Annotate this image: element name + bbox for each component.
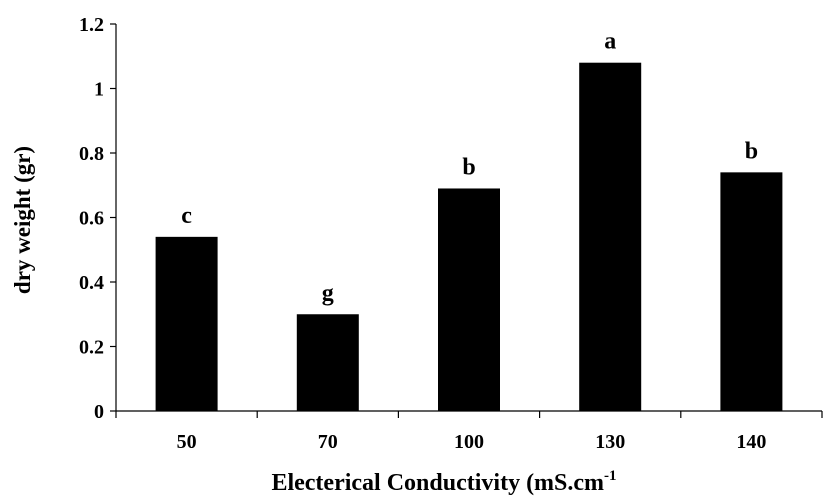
x-tick-label: 50 <box>177 431 197 453</box>
x-tick-label: 100 <box>454 431 484 453</box>
bar-labels: c g b a b <box>181 29 758 307</box>
x-axis-title: Electerical Conductivity (mS.cm-1 <box>271 468 616 496</box>
y-axis-title: dry weight (gr) <box>10 146 35 294</box>
bar-label-130: a <box>604 29 616 55</box>
bar-label-140: b <box>745 138 758 164</box>
bar-130 <box>579 62 642 411</box>
bar-50 <box>155 236 218 411</box>
y-axis: 0 0.2 0.4 0.6 0.8 1 1.2 <box>79 14 117 423</box>
x-axis: 50 70 100 130 140 <box>115 410 823 453</box>
y-tick-label: 0 <box>94 401 104 423</box>
bar-label-70: g <box>322 280 334 306</box>
x-axis-title-text: Electerical Conductivity (mS.cm <box>271 470 604 496</box>
bar-140 <box>720 172 783 411</box>
x-tick-label: 140 <box>736 431 766 453</box>
bar-label-100: b <box>462 154 475 180</box>
x-tick-label: 130 <box>595 431 625 453</box>
bar-70 <box>296 314 359 411</box>
bars <box>155 62 783 411</box>
y-tick-label: 0.4 <box>79 272 104 294</box>
y-tick-label: 0.2 <box>79 337 104 359</box>
y-tick-label: 0.6 <box>79 208 104 230</box>
y-tick-label: 1 <box>94 79 104 101</box>
bar-100 <box>438 188 500 411</box>
x-axis-title-superscript: -1 <box>604 468 617 484</box>
y-tick-label: 0.8 <box>79 143 104 165</box>
y-tick-label: 1.2 <box>79 14 104 36</box>
x-tick-label: 70 <box>318 431 338 453</box>
bar-label-50: c <box>181 203 192 229</box>
